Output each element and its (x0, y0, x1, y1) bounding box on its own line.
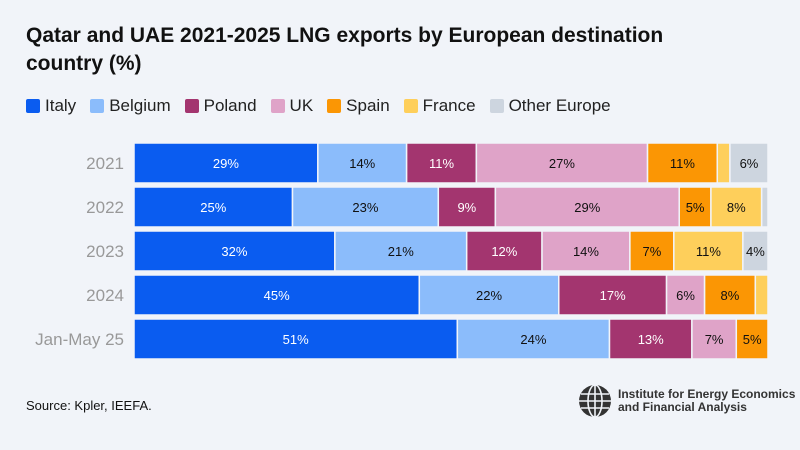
legend: Italy Belgium Poland UK Spain France Other Eur… (26, 96, 611, 116)
bar-segment (475, 142, 649, 184)
data-label: 29% (213, 156, 239, 171)
data-label: 4% (746, 244, 765, 259)
category-label: Jan-May 25 (35, 330, 124, 349)
legend-item: UK (270, 96, 314, 116)
data-label: 11% (696, 244, 721, 259)
data-label: 32% (221, 244, 247, 259)
data-label: 25% (200, 200, 226, 215)
bar-segment (291, 186, 440, 228)
data-label: 5% (686, 200, 705, 215)
legend-label: Other Europe (508, 96, 611, 115)
category-label: 2021 (86, 154, 124, 173)
bar-segment (494, 186, 680, 228)
data-label: 27% (549, 156, 575, 171)
data-label: 13% (638, 332, 664, 347)
legend-item: Poland (184, 96, 257, 116)
data-label: 6% (676, 288, 695, 303)
legend-item: France (403, 96, 476, 116)
data-label: 14% (573, 244, 599, 259)
category-label: 2024 (86, 286, 124, 305)
data-label: 8% (727, 200, 746, 215)
legend-label: Italy (45, 96, 77, 115)
legend-swatch (90, 99, 105, 113)
legend-label: Poland (203, 96, 257, 115)
legend-swatch (184, 99, 199, 113)
data-label: 6% (740, 156, 759, 171)
bar-segment (133, 230, 336, 272)
logo-line-1: Institute for Energy Economics (618, 387, 796, 401)
data-label: 8% (721, 288, 740, 303)
legend-swatch (270, 99, 285, 113)
data-label: 21% (388, 244, 414, 259)
data-label: 12% (491, 244, 517, 259)
bar-segment (418, 274, 560, 316)
data-label: 5% (743, 332, 762, 347)
category-label: 2022 (86, 198, 124, 217)
bar-segment (760, 186, 769, 228)
bar-segment (673, 230, 744, 272)
bar-segment (541, 230, 631, 272)
legend-label: Spain (346, 96, 390, 115)
bar-segment (665, 274, 706, 316)
bar-segment (629, 230, 675, 272)
chart-title: Qatar and UAE 2021-2025 LNG exports by E… (26, 24, 664, 75)
bar-segment (317, 142, 408, 184)
ieefa-logo: Institute for Energy Economics and Financ… (578, 384, 800, 418)
source-note: Source: Kpler, IEEFA. (26, 398, 152, 413)
bar-segment (729, 142, 769, 184)
bar-segment (703, 274, 757, 316)
legend-item: Italy (26, 96, 76, 116)
legend-label: UK (289, 96, 314, 115)
data-label: 9% (457, 200, 476, 215)
logo-line-2: and Financial Analysis (618, 400, 747, 414)
data-label: 11% (429, 156, 454, 171)
bar-segment (558, 274, 668, 316)
data-label: 17% (600, 288, 626, 303)
bar-segment (716, 142, 731, 184)
legend-item: Belgium (90, 96, 171, 116)
data-label: 11% (670, 156, 695, 171)
bar-segment (735, 318, 769, 360)
legend-item: Spain (327, 96, 390, 116)
bar-segment (608, 318, 693, 360)
legend-item: Other Europe (489, 96, 611, 116)
bar-segment (465, 230, 543, 272)
bar-segment (678, 186, 712, 228)
bar-segment (133, 274, 421, 316)
legend-label: France (422, 96, 476, 115)
data-label: 24% (520, 332, 546, 347)
data-label: 7% (642, 244, 661, 259)
legend-label: Belgium (109, 96, 171, 115)
legend-swatch (327, 99, 342, 113)
data-label: 29% (574, 200, 600, 215)
bar-segment (334, 230, 468, 272)
category-label: 2023 (86, 242, 124, 261)
bar-segment (133, 318, 459, 360)
legend-swatch (403, 99, 418, 113)
data-label: 14% (349, 156, 375, 171)
data-label: 45% (264, 288, 290, 303)
data-label: 23% (352, 200, 378, 215)
bar-segment (742, 230, 769, 272)
bar-segment (754, 274, 769, 316)
legend-swatch (26, 99, 40, 113)
data-label: 22% (476, 288, 502, 303)
data-label: 7% (705, 332, 724, 347)
legend-swatch (489, 99, 504, 113)
data-label: 51% (283, 332, 309, 347)
globe-icon (579, 384, 611, 418)
